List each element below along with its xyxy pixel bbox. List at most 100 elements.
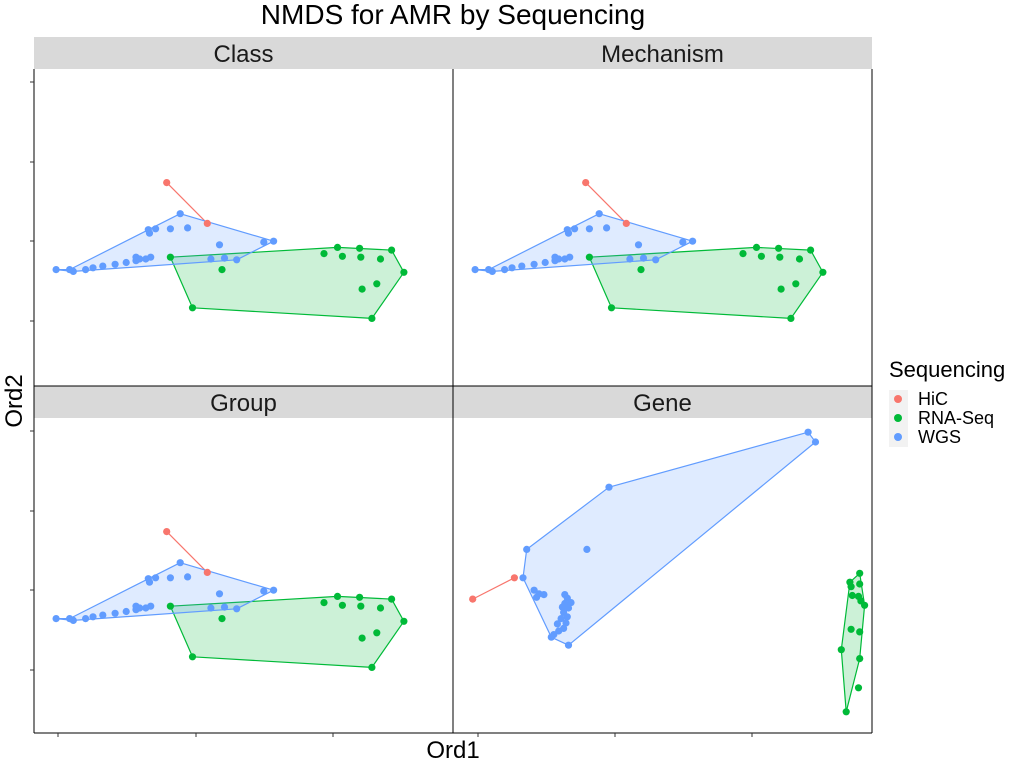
point-wgs bbox=[639, 254, 648, 262]
point-wgs bbox=[585, 225, 594, 233]
point-wgs bbox=[523, 545, 531, 554]
point-wgs bbox=[564, 604, 573, 612]
point-rna-seq bbox=[166, 602, 174, 610]
point-wgs bbox=[533, 593, 541, 601]
point-rna-seq bbox=[356, 244, 364, 252]
point-rna-seq bbox=[856, 655, 864, 663]
point-rna-seq bbox=[320, 599, 328, 607]
point-wgs bbox=[605, 483, 613, 491]
point-wgs bbox=[111, 260, 119, 268]
point-wgs bbox=[111, 609, 119, 617]
point-wgs bbox=[501, 266, 509, 274]
point-wgs bbox=[811, 438, 820, 446]
strip-label: Class bbox=[213, 41, 273, 68]
point-rna-seq bbox=[842, 708, 850, 716]
point-wgs bbox=[564, 641, 573, 649]
point-wgs bbox=[652, 256, 660, 264]
point-wgs bbox=[176, 559, 184, 567]
point-rna-seq bbox=[373, 280, 381, 288]
point-rna-seq bbox=[320, 250, 328, 258]
point-wgs bbox=[603, 224, 611, 232]
point-rna-seq bbox=[338, 252, 346, 260]
point-wgs bbox=[89, 613, 97, 621]
point-wgs bbox=[145, 229, 154, 237]
x-axis-title: Ord1 bbox=[426, 737, 479, 764]
point-wgs bbox=[563, 613, 571, 621]
point-rna-seq bbox=[807, 246, 815, 254]
point-hic bbox=[163, 179, 171, 187]
point-wgs bbox=[99, 611, 107, 619]
legend-title: Sequencing bbox=[889, 357, 1005, 382]
facet-panel-class: Class bbox=[34, 37, 453, 322]
point-wgs bbox=[530, 260, 538, 268]
point-hic bbox=[582, 179, 590, 187]
point-wgs bbox=[89, 264, 97, 272]
point-wgs bbox=[471, 266, 479, 274]
point-rna-seq bbox=[368, 314, 376, 322]
point-rna-seq bbox=[856, 580, 864, 588]
point-wgs bbox=[804, 428, 812, 436]
point-wgs bbox=[508, 264, 516, 272]
point-wgs bbox=[136, 255, 144, 263]
point-wgs bbox=[595, 210, 603, 218]
point-wgs bbox=[541, 258, 549, 267]
point-wgs bbox=[136, 604, 144, 612]
legend-label: RNA-Seq bbox=[918, 408, 994, 428]
point-rna-seq bbox=[777, 285, 785, 293]
point-rna-seq bbox=[358, 634, 366, 642]
point-hic bbox=[469, 595, 477, 603]
point-rna-seq bbox=[368, 663, 376, 672]
point-rna-seq bbox=[166, 253, 174, 261]
point-rna-seq bbox=[637, 266, 645, 274]
point-rna-seq bbox=[376, 604, 385, 612]
strip-background bbox=[34, 37, 453, 69]
point-rna-seq bbox=[837, 646, 845, 654]
point-rna-seq bbox=[356, 593, 364, 601]
point-wgs bbox=[233, 256, 241, 264]
point-hic bbox=[203, 219, 211, 227]
chart-title: NMDS for AMR by Sequencing bbox=[261, 0, 645, 30]
point-rna-seq bbox=[585, 253, 594, 261]
point-wgs bbox=[485, 266, 493, 274]
point-wgs bbox=[564, 229, 573, 237]
point-rna-seq bbox=[739, 250, 747, 258]
y-axis-title: Ord2 bbox=[1, 374, 28, 427]
point-wgs bbox=[561, 255, 569, 263]
point-wgs bbox=[152, 574, 160, 582]
point-wgs bbox=[82, 266, 90, 274]
point-rna-seq bbox=[338, 601, 346, 609]
point-rna-seq bbox=[333, 243, 342, 251]
point-rna-seq bbox=[861, 601, 869, 609]
point-wgs bbox=[518, 262, 526, 270]
point-wgs bbox=[519, 574, 527, 582]
point-rna-seq bbox=[400, 617, 408, 625]
point-rna-seq bbox=[792, 280, 800, 288]
point-wgs bbox=[52, 615, 60, 623]
point-wgs bbox=[99, 262, 107, 270]
point-wgs bbox=[689, 237, 697, 245]
legend-key-wgs bbox=[894, 433, 902, 441]
point-wgs bbox=[152, 225, 160, 233]
point-wgs bbox=[82, 615, 90, 623]
point-rna-seq bbox=[188, 304, 197, 312]
point-wgs bbox=[66, 615, 74, 623]
point-wgs bbox=[567, 599, 575, 607]
point-hic bbox=[203, 568, 211, 577]
point-rna-seq bbox=[218, 615, 226, 623]
strip-background bbox=[453, 386, 872, 418]
point-wgs bbox=[215, 241, 224, 249]
point-rna-seq bbox=[376, 255, 385, 263]
point-rna-seq bbox=[218, 266, 226, 274]
point-wgs bbox=[122, 258, 130, 267]
point-rna-seq bbox=[847, 625, 855, 633]
point-rna-seq bbox=[333, 592, 342, 601]
legend-key-rna-seq bbox=[894, 414, 902, 422]
point-rna-seq bbox=[819, 268, 827, 276]
point-rna-seq bbox=[357, 602, 365, 610]
point-wgs bbox=[557, 615, 565, 623]
facet-panels: Class Mechanism Group Gene bbox=[30, 37, 873, 737]
facet-panel-group: Group bbox=[34, 386, 453, 672]
point-wgs bbox=[260, 587, 268, 595]
